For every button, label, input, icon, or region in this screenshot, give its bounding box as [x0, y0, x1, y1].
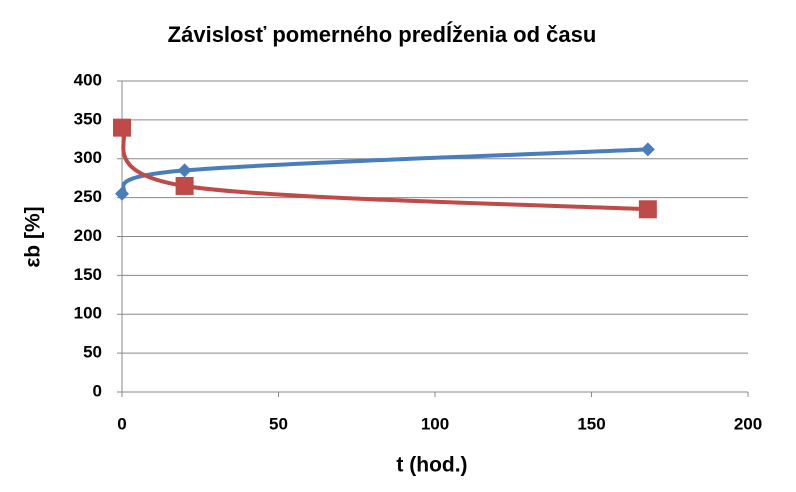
- marker: [113, 118, 131, 137]
- y-tick-label: 150: [74, 265, 102, 284]
- x-tick-label: 0: [117, 414, 126, 433]
- x-tick-label: 100: [421, 414, 449, 433]
- y-tick-label: 200: [74, 226, 102, 245]
- y-tick-label: 300: [74, 148, 102, 167]
- x-tick-label: 200: [734, 414, 762, 433]
- marker: [175, 176, 194, 195]
- y-tick-label: 100: [74, 304, 102, 323]
- marker: [640, 142, 655, 157]
- x-axis-label: t (hod.): [396, 454, 467, 477]
- y-tick-label: 400: [74, 70, 102, 89]
- chart-title: Závislosť pomerného predĺženia od času: [168, 21, 597, 47]
- y-tick-label: 50: [83, 343, 102, 362]
- marker: [115, 186, 129, 201]
- y-tick-label: 250: [74, 187, 102, 206]
- y-tick-label: 0: [93, 381, 102, 400]
- y-tick-label: 350: [74, 109, 102, 128]
- marker: [638, 200, 657, 219]
- series-line: [120, 147, 648, 196]
- marker: [177, 163, 192, 178]
- y-axis-label: εb [%]: [22, 206, 45, 267]
- series-line: [120, 126, 648, 212]
- x-tick-label: 150: [577, 414, 605, 433]
- x-tick-label: 50: [269, 414, 288, 433]
